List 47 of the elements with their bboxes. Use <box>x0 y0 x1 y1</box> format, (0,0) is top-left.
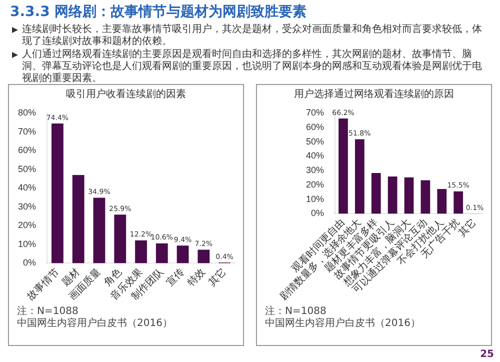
x-tick-label: 宣传 <box>164 266 187 289</box>
y-tick-label: 60% <box>18 145 36 156</box>
bar <box>454 191 464 214</box>
text: 3.3.3 网络剧：故事情节与题材为网剧致胜要素 <box>10 3 308 21</box>
bar <box>176 246 189 264</box>
bar <box>72 174 84 264</box>
text: 中国网生内容用户白皮书（2016） <box>17 318 174 330</box>
y-tick-label: 70% <box>18 126 36 136</box>
y-tick-label: 30% <box>18 201 36 212</box>
y-tick-label: 40% <box>306 150 324 161</box>
bar <box>388 176 398 214</box>
bar <box>338 118 348 214</box>
y-tick-label: 50% <box>18 164 36 174</box>
y-tick-label: 20% <box>306 179 324 190</box>
bar <box>371 173 381 214</box>
bar <box>354 139 364 214</box>
bar <box>156 243 168 264</box>
text: 注：N=1088 <box>265 306 328 318</box>
y-tick-label: 10% <box>18 238 36 249</box>
y-tick-label: 20% <box>18 220 36 230</box>
y-tick-label: 80% <box>18 107 36 118</box>
y-tick-label: 30% <box>306 165 324 176</box>
text: 人们通过网络观看连续剧的主要原因是观看时间自由和选择的多样性，其次网剧的题材、故事情节、脑洞、弹幕互动评论也是人们观看网剧的重要原因，也说明了网剧本身的网感和互动观看体验是网剧优于电视剧的重要因素。 <box>22 49 482 84</box>
text: 注：N=1088 <box>17 306 80 318</box>
y-tick-label: 70% <box>306 107 324 118</box>
y-tick-label: 60% <box>306 122 324 132</box>
y-tick-label: 0% <box>311 208 324 218</box>
text: 连续剧时长较长，主要靠故事情节吸引用户，其次是题材，受众对画面质量和角色相对而言要求较低，体现了连续剧对故事和题材的依赖。 <box>22 24 482 47</box>
bar <box>93 198 106 264</box>
x-tick-label: 故事情节 <box>24 266 62 303</box>
text: 中国网生内容用户白皮书（2016） <box>265 318 422 330</box>
y-tick-label: 40% <box>18 182 36 193</box>
text: 25 <box>480 349 494 360</box>
bar <box>404 177 414 214</box>
bar <box>114 214 126 264</box>
y-tick-label: 50% <box>306 136 324 146</box>
bar <box>135 240 147 264</box>
chart-title: 吸引用户收看连续剧的因素 <box>65 88 187 101</box>
bar <box>420 180 430 214</box>
bar <box>198 250 210 264</box>
chart-title: 用户选择通过网络观看连续剧的原因 <box>293 88 455 101</box>
bar <box>437 188 447 214</box>
y-tick-label: 10% <box>306 194 324 204</box>
y-tick-label: 0% <box>23 258 36 268</box>
bar <box>52 124 64 264</box>
x-tick-label: 特效 <box>185 266 208 289</box>
x-tick-label: 其它 <box>206 266 229 289</box>
